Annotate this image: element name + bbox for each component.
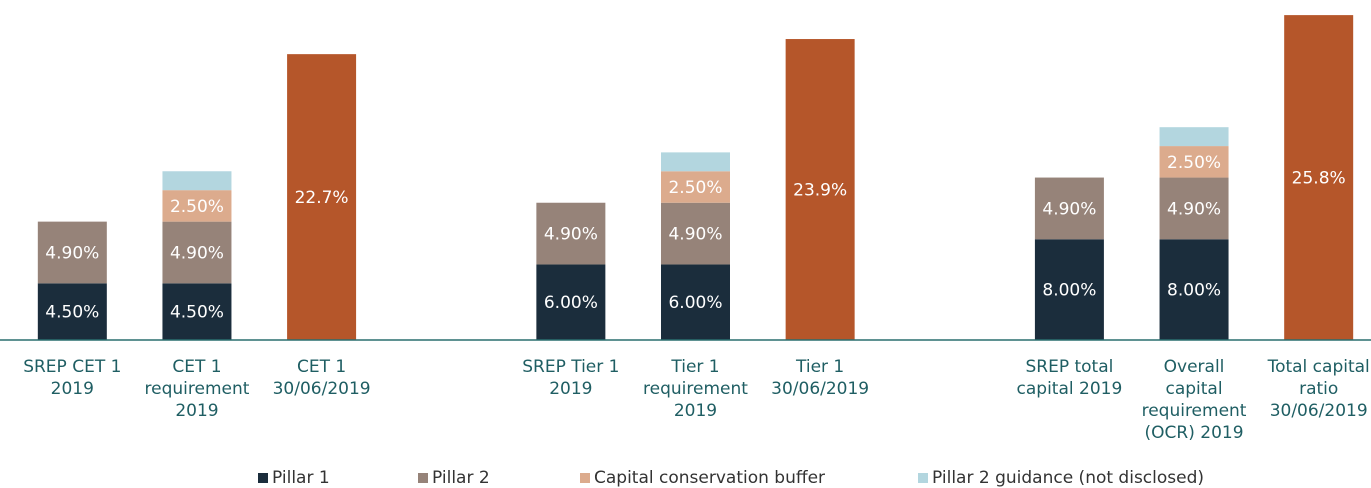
x-tick-label: Overall: [1164, 357, 1225, 377]
data-label: 2.50%: [668, 178, 722, 198]
data-label: 25.8%: [1292, 169, 1346, 189]
data-label: 4.50%: [170, 303, 224, 323]
data-label: 2.50%: [1167, 153, 1221, 173]
x-tick-label: 2019: [175, 401, 218, 421]
legend-swatch: [918, 473, 928, 483]
bar-segment: [1034, 177, 1104, 240]
x-tick-label: 30/06/2019: [771, 379, 869, 399]
legend-swatch: [580, 473, 590, 483]
x-tick-label: requirement: [1142, 401, 1247, 421]
x-tick-label: 30/06/2019: [1270, 401, 1368, 421]
x-tick-label: Tier 1: [795, 357, 844, 377]
data-label: 2.50%: [170, 197, 224, 217]
x-tick-label: 2019: [549, 379, 592, 399]
bar-segment: [1159, 127, 1229, 147]
bar-segment: [1159, 177, 1229, 240]
x-tick-label: 2019: [674, 401, 717, 421]
bar-segment: [536, 264, 606, 340]
bar-segment: [162, 283, 232, 340]
bar-segment: [785, 39, 855, 340]
x-tick-label: ratio: [1299, 379, 1338, 399]
data-label: 4.90%: [668, 225, 722, 245]
data-label: 4.90%: [544, 225, 598, 245]
data-label: 6.00%: [668, 293, 722, 313]
legend-label: Pillar 2: [432, 468, 490, 488]
bar-segment: [1034, 239, 1104, 340]
x-tick-label: Total capital: [1267, 357, 1370, 377]
bar-segment: [162, 221, 232, 284]
x-tick-label: requirement: [643, 379, 748, 399]
x-tick-label: CET 1: [297, 357, 346, 377]
x-tick-label: (OCR) 2019: [1145, 423, 1244, 443]
bar-segment: [37, 283, 107, 340]
data-label: 4.90%: [1042, 199, 1096, 219]
x-tick-label: Tier 1: [670, 357, 719, 377]
data-label: 4.50%: [45, 303, 99, 323]
bar-segment: [661, 264, 730, 340]
data-label: 8.00%: [1042, 281, 1096, 301]
bar-segment: [37, 221, 107, 284]
data-label: 22.7%: [295, 188, 349, 208]
x-tick-label: CET 1: [172, 357, 221, 377]
legend-label: Capital conservation buffer: [594, 468, 825, 488]
legend-label: Pillar 1: [272, 468, 330, 488]
data-label: 6.00%: [544, 293, 598, 313]
data-label: 4.90%: [45, 243, 99, 263]
x-tick-label: capital: [1165, 379, 1222, 399]
x-tick-label: SREP Tier 1: [522, 357, 619, 377]
legend-swatch: [418, 473, 428, 483]
x-tick-label: 2019: [51, 379, 94, 399]
x-tick-label: 30/06/2019: [273, 379, 371, 399]
bar-segment: [661, 202, 730, 265]
bar-segment: [661, 152, 730, 172]
legend-swatch: [258, 473, 268, 483]
x-tick-label: SREP CET 1: [23, 357, 121, 377]
data-label: 4.90%: [170, 243, 224, 263]
bar-segment: [661, 171, 730, 203]
x-tick-label: requirement: [145, 379, 250, 399]
data-label: 23.9%: [793, 181, 847, 201]
x-tick-label: capital 2019: [1017, 379, 1123, 399]
bar-segment: [162, 171, 232, 191]
bar-segment: [1159, 239, 1229, 340]
bar-segment: [1159, 146, 1229, 178]
bar-segment: [162, 190, 232, 222]
bar-segment: [536, 202, 606, 265]
x-tick-label: SREP total: [1025, 357, 1113, 377]
data-label: 8.00%: [1167, 281, 1221, 301]
bar-segment: [287, 54, 357, 341]
bar-segment: [1284, 15, 1354, 340]
legend-label: Pillar 2 guidance (not disclosed): [932, 468, 1204, 488]
data-label: 4.90%: [1167, 199, 1221, 219]
